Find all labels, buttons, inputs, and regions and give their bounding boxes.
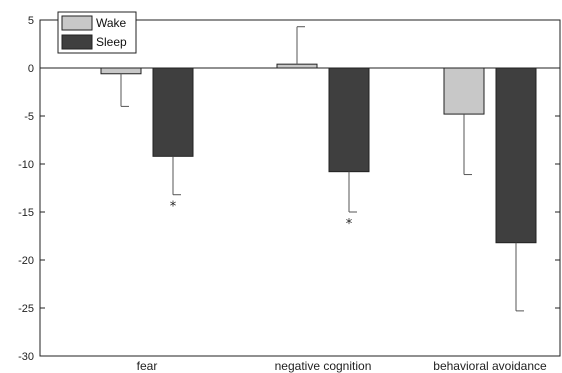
significance-marker: * — [170, 200, 177, 215]
bar-wake — [100, 67, 142, 75]
y-tick-label: 5 — [28, 15, 34, 27]
x-category-label: negative cognition — [275, 359, 372, 373]
x-category-label: fear — [137, 359, 158, 373]
legend-swatch-wake — [61, 15, 93, 31]
y-tick-label: 0 — [28, 63, 34, 75]
y-tick-label: -10 — [18, 159, 34, 171]
significance-marker: * — [346, 217, 353, 232]
bar-wake — [276, 63, 318, 69]
y-tick-label: -20 — [18, 255, 34, 267]
bar-sleep — [152, 67, 194, 157]
bar-sleep — [495, 67, 537, 244]
y-tick-label: -15 — [18, 207, 34, 219]
plot-frame — [39, 19, 561, 357]
bars — [100, 26, 537, 312]
legend-swatch-sleep — [61, 34, 93, 50]
x-category-label: behavioral avoidance — [433, 359, 547, 373]
legend-label-sleep: Sleep — [96, 35, 127, 49]
bar-wake — [443, 67, 485, 115]
bar-sleep — [328, 67, 370, 173]
legend: Wake Sleep — [57, 11, 137, 54]
labels: * fear * negative cognition behavioral avoid… — [137, 200, 547, 373]
y-tick-label: -25 — [18, 303, 34, 315]
y-tick-label: -30 — [18, 351, 34, 363]
y-tick-label: -5 — [24, 111, 34, 123]
legend-label-wake: Wake — [96, 16, 127, 30]
